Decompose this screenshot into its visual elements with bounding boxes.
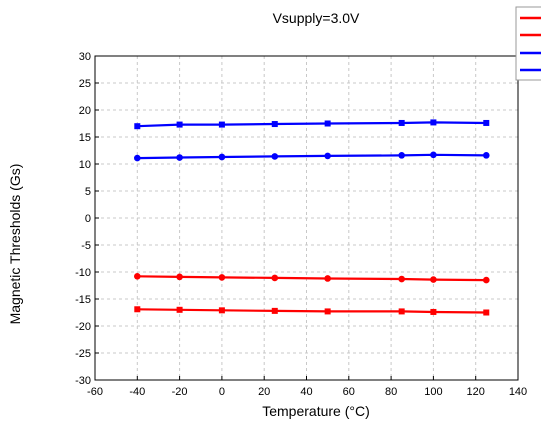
data-point	[324, 308, 331, 315]
y-tick-label: -30	[75, 375, 91, 387]
x-tick-label: -40	[129, 386, 145, 398]
y-tick-label: -5	[81, 240, 91, 252]
data-point	[324, 152, 331, 160]
y-tick-label: 5	[85, 186, 91, 198]
series-1	[134, 119, 490, 130]
data-point	[483, 309, 490, 316]
x-tick-label: 60	[343, 386, 355, 398]
y-tick-label: -20	[75, 321, 91, 333]
x-tick-label: 80	[385, 386, 397, 398]
data-point	[176, 273, 183, 281]
data-point	[218, 307, 225, 314]
data-point	[218, 274, 226, 281]
x-tick-label: 0	[219, 386, 225, 398]
data-point	[218, 121, 225, 128]
data-point	[271, 307, 278, 314]
data-point	[398, 152, 405, 159]
series-line	[137, 153, 487, 160]
data-point	[398, 119, 405, 126]
x-tick-label: 20	[258, 386, 270, 398]
data-point	[398, 275, 405, 283]
data-point	[134, 154, 141, 162]
series-line	[137, 308, 487, 314]
data-point	[271, 274, 279, 282]
data-point	[483, 119, 490, 126]
x-tick-label: -60	[87, 386, 103, 398]
y-tick-label: -10	[75, 267, 91, 279]
y-tick-label: 15	[79, 132, 91, 144]
data-point	[134, 273, 141, 280]
legend	[515, 6, 541, 81]
series-3	[134, 273, 490, 284]
y-tick-label: 10	[79, 159, 91, 171]
x-axis-label: Temperature (°C)	[262, 403, 370, 419]
y-tick-label: 30	[79, 51, 91, 63]
series-4	[134, 306, 490, 316]
series-line	[137, 121, 487, 128]
tick-labels: -60 -40 -20 0 20 40 60 80 100 120 140 30 25 20 15 10 5 0 -…	[75, 51, 527, 398]
data-point	[430, 276, 437, 283]
data-point	[430, 119, 437, 126]
x-tick-label: 140	[509, 386, 527, 398]
data-point	[430, 151, 437, 159]
data-point	[271, 121, 278, 128]
series-2	[134, 151, 490, 162]
x-tick-label: 100	[424, 386, 442, 398]
data-point	[482, 276, 490, 284]
data-point	[134, 306, 141, 313]
plot-area	[94, 55, 519, 381]
series	[134, 119, 490, 316]
data-point	[134, 123, 141, 130]
data-point	[324, 120, 331, 127]
y-tick-label: -15	[75, 294, 91, 306]
data-point	[398, 308, 405, 315]
data-point	[482, 152, 490, 159]
y-tick-label: -25	[75, 348, 91, 360]
data-point	[176, 154, 183, 161]
data-point	[271, 153, 279, 160]
x-tick-label: 120	[467, 386, 485, 398]
x-tick-label: -20	[172, 386, 188, 398]
data-point	[324, 275, 331, 282]
data-point	[430, 308, 437, 315]
y-axis-label: Magnetic Thresholds (Gs)	[7, 164, 23, 325]
data-point	[218, 153, 226, 161]
data-point	[176, 306, 183, 313]
y-tick-label: 20	[79, 105, 91, 117]
series-line	[137, 275, 487, 282]
data-point	[176, 121, 183, 128]
x-tick-label: 40	[300, 386, 312, 398]
y-tick-label: 0	[85, 213, 91, 225]
y-tick-label: 25	[79, 78, 91, 90]
grid	[94, 55, 519, 381]
chart-title: Vsupply=3.0V	[273, 10, 360, 26]
